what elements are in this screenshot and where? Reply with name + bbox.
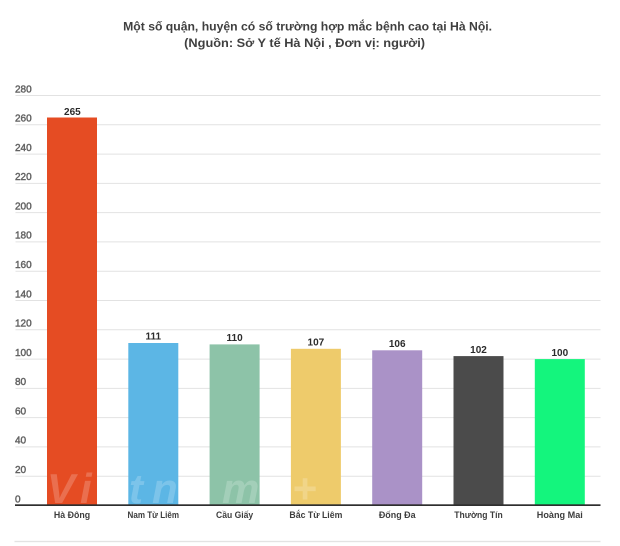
svg-text:40: 40: [15, 436, 27, 447]
svg-text:Cầu Giấy: Cầu Giấy: [216, 510, 253, 520]
svg-text:Hoàng Mai: Hoàng Mai: [537, 510, 583, 520]
svg-text:200: 200: [15, 201, 32, 212]
svg-text:100: 100: [15, 348, 32, 359]
svg-text:Thường Tín: Thường Tín: [454, 510, 502, 520]
svg-text:102: 102: [470, 345, 487, 356]
svg-text:20: 20: [15, 465, 27, 476]
svg-text:Nam Từ Liêm: Nam Từ Liêm: [128, 510, 180, 520]
svg-text:0: 0: [15, 494, 21, 505]
svg-text:Bắc Từ Liêm: Bắc Từ Liêm: [289, 509, 342, 520]
svg-text:60: 60: [15, 406, 27, 417]
svg-text:107: 107: [308, 338, 325, 349]
svg-text:260: 260: [15, 114, 32, 125]
svg-text:(Nguồn: Sở Y tế Hà Nội , Đơn v: (Nguồn: Sở Y tế Hà Nội , Đơn vị: người): [184, 36, 425, 50]
svg-text:111: 111: [146, 332, 162, 343]
svg-text:240: 240: [15, 143, 32, 154]
svg-text:80: 80: [15, 377, 27, 388]
svg-text:110: 110: [227, 333, 244, 344]
svg-text:Hà Đông: Hà Đông: [54, 510, 90, 520]
svg-text:100: 100: [551, 348, 568, 359]
svg-text:Một số quận, huyện có số trườn: Một số quận, huyện có số trường hợp mắc …: [123, 19, 492, 34]
svg-text:265: 265: [64, 107, 81, 118]
svg-text:140: 140: [15, 289, 32, 300]
svg-text:Đống Đa: Đống Đa: [379, 510, 416, 520]
svg-text:280: 280: [15, 84, 32, 95]
svg-text:220: 220: [15, 172, 32, 183]
svg-text:106: 106: [389, 339, 406, 350]
svg-text:120: 120: [15, 319, 32, 330]
svg-text:180: 180: [15, 231, 32, 242]
svg-text:160: 160: [15, 260, 32, 271]
